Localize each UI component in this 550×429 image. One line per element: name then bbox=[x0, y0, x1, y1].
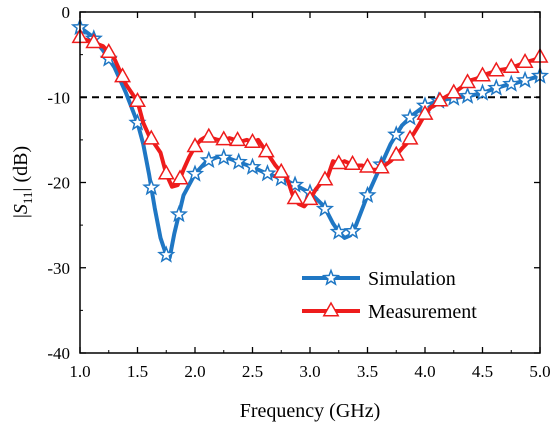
marker-measurement bbox=[114, 67, 132, 83]
marker-simulation bbox=[329, 222, 348, 240]
legend-label: Measurement bbox=[368, 301, 477, 323]
legend-item-measurement: Measurement bbox=[302, 301, 477, 323]
marker-measurement bbox=[445, 83, 463, 99]
x-tick-label: 2.5 bbox=[242, 362, 263, 381]
y-axis-label-prefix: | bbox=[10, 214, 32, 218]
marker-measurement bbox=[129, 91, 146, 108]
marker-measurement bbox=[186, 137, 204, 153]
y-axis-label: |S11| (dB) bbox=[10, 146, 35, 218]
marker-measurement bbox=[215, 130, 233, 146]
marker-measurement bbox=[142, 129, 160, 145]
y-axis-label-sub: 11 bbox=[20, 192, 35, 205]
marker-measurement bbox=[359, 157, 376, 173]
marker-measurement bbox=[100, 42, 118, 59]
marker-simulation bbox=[358, 185, 377, 204]
marker-measurement bbox=[459, 73, 477, 89]
marker-simulation bbox=[185, 164, 205, 182]
marker-simulation bbox=[229, 152, 248, 170]
marker-measurement bbox=[272, 162, 290, 178]
legend-marker bbox=[322, 301, 340, 317]
marker-measurement bbox=[431, 91, 449, 107]
marker-simulation bbox=[258, 163, 277, 182]
marker-measurement bbox=[229, 131, 247, 147]
y-axis-label-suffix: | (dB) bbox=[10, 146, 32, 192]
marker-measurement bbox=[157, 164, 175, 180]
x-tick-label: 2.0 bbox=[184, 362, 205, 381]
marker-simulation bbox=[487, 78, 506, 96]
marker-measurement bbox=[171, 169, 189, 185]
marker-measurement bbox=[516, 52, 534, 69]
marker-measurement bbox=[401, 129, 419, 145]
marker-measurement bbox=[85, 33, 103, 49]
marker-simulation bbox=[502, 74, 521, 92]
marker-simulation bbox=[142, 178, 161, 196]
series-measurement bbox=[71, 28, 549, 209]
marker-measurement bbox=[330, 154, 348, 170]
marker-simulation bbox=[387, 125, 406, 143]
legend: Simulation Measurement bbox=[302, 268, 477, 323]
marker-measurement bbox=[344, 154, 362, 170]
y-tick-label: -10 bbox=[47, 88, 70, 107]
legend-label: Simulation bbox=[368, 268, 456, 290]
marker-simulation bbox=[199, 150, 218, 169]
y-tick-label: -30 bbox=[47, 259, 70, 278]
y-axis-label-var: S bbox=[10, 204, 32, 214]
marker-measurement bbox=[301, 190, 319, 206]
x-tick-label: 4.5 bbox=[472, 362, 493, 381]
series-simulation bbox=[70, 17, 550, 263]
marker-simulation bbox=[515, 70, 535, 89]
marker-simulation bbox=[243, 157, 262, 175]
x-axis-label: Frequency (GHz) bbox=[240, 400, 381, 422]
x-tick-label: 5.0 bbox=[529, 362, 550, 381]
x-tick-label: 4.0 bbox=[414, 362, 435, 381]
marker-measurement bbox=[257, 142, 275, 158]
series-group bbox=[70, 17, 550, 263]
legend-marker bbox=[321, 268, 341, 286]
y-tick-label: 0 bbox=[62, 3, 71, 22]
x-tick-label: 1.0 bbox=[69, 362, 90, 381]
marker-simulation bbox=[343, 221, 362, 240]
marker-simulation bbox=[458, 86, 477, 104]
marker-simulation bbox=[157, 245, 176, 263]
legend-item-simulation: Simulation bbox=[302, 268, 456, 290]
marker-measurement bbox=[487, 61, 505, 77]
marker-measurement bbox=[244, 132, 261, 148]
marker-measurement bbox=[316, 170, 334, 186]
marker-simulation bbox=[214, 148, 233, 166]
marker-measurement bbox=[502, 57, 520, 73]
marker-measurement bbox=[200, 127, 218, 143]
ticks-group: 1.0 1.5 2.0 2.5 3.0 3.5 4.0 4.5 5.0 0 -10 -20 -30 -40 bbox=[47, 3, 550, 381]
marker-simulation bbox=[315, 199, 335, 217]
x-tick-label: 3.0 bbox=[299, 362, 320, 381]
marker-measurement bbox=[372, 158, 390, 174]
y-tick-label: -20 bbox=[47, 174, 70, 193]
marker-measurement bbox=[474, 66, 491, 82]
x-tick-label: 3.5 bbox=[357, 362, 378, 381]
marker-measurement bbox=[416, 104, 434, 120]
x-tick-label: 1.5 bbox=[127, 362, 148, 381]
marker-simulation bbox=[473, 83, 492, 101]
y-tick-label: -40 bbox=[47, 344, 70, 363]
marker-measurement bbox=[387, 145, 405, 161]
marker-measurement bbox=[286, 189, 304, 205]
marker-simulation bbox=[169, 204, 189, 223]
marker-simulation bbox=[400, 108, 420, 126]
